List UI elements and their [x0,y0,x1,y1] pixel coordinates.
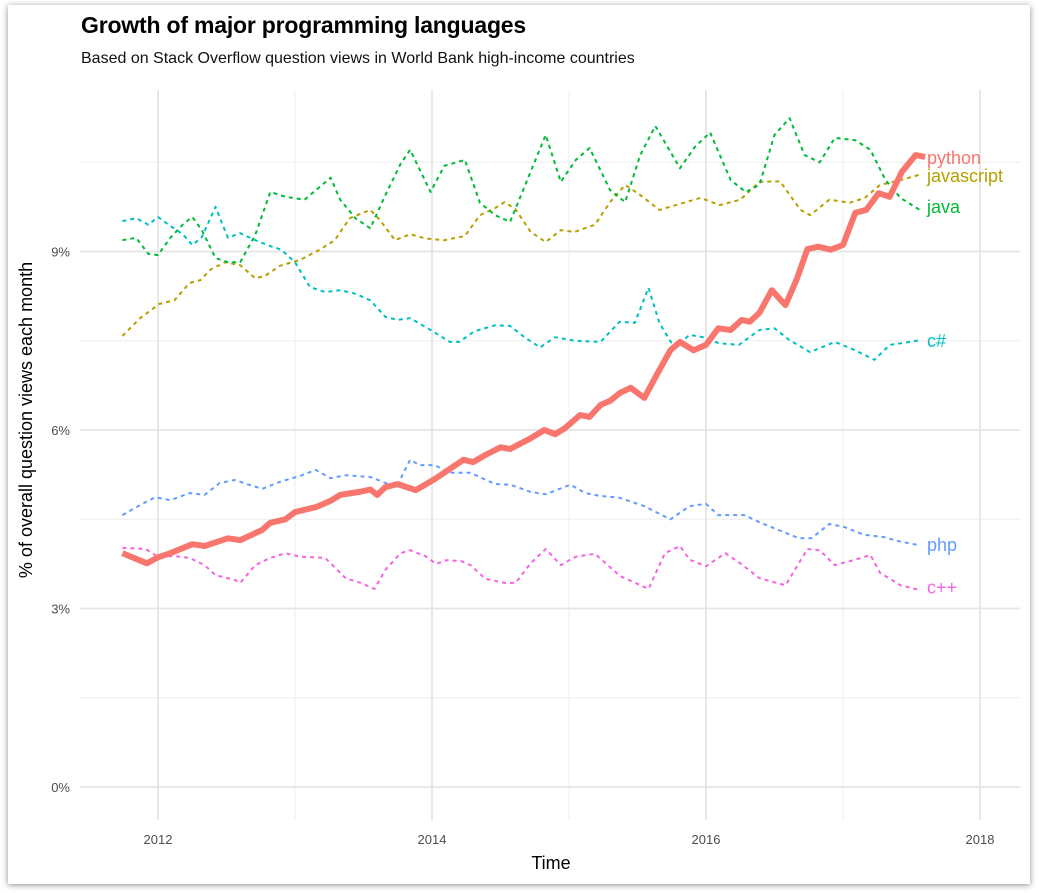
x-tick-label: 2012 [144,832,173,847]
y-axis-title: % of overall question views each month [16,262,36,578]
series-lines [121,117,926,592]
y-tick-label: 9% [51,245,70,260]
series-label-csharp: c# [927,331,946,351]
x-tick-label: 2018 [966,832,995,847]
series-line-cplusplus [122,545,920,592]
chart-subtitle: Based on Stack Overflow question views i… [81,50,635,67]
y-tick-label: 0% [51,780,70,795]
x-tick-label: 2014 [418,832,447,847]
series-line-python [121,152,926,567]
series-line-javascript [121,173,920,337]
x-tick-label: 2016 [692,832,721,847]
series-label-cplusplus: c++ [927,578,957,598]
chart-title: Growth of major programming languages [81,12,526,38]
gridlines [80,90,1020,820]
x-axis-title: Time [531,853,570,873]
x-axis-ticks: 2012 2014 2016 2018 [144,832,995,847]
series-line-java [122,117,921,264]
series-line-csharp [122,205,920,361]
y-tick-label: 6% [51,423,70,438]
series-label-php: php [927,535,957,555]
series-label-python: python [927,148,981,168]
y-axis-ticks: 0% 3% 6% 9% [51,245,70,796]
series-label-javascript: javascript [926,166,1003,186]
series-label-java: java [926,197,961,217]
y-tick-label: 3% [51,602,70,617]
series-line-php [121,458,918,546]
